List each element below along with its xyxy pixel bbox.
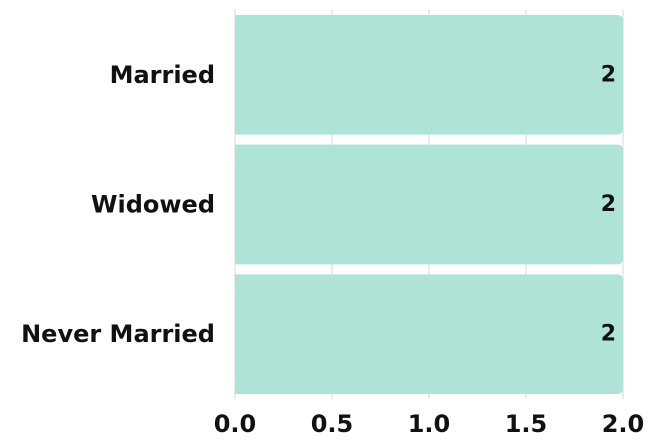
value-labels: 2 2 2 [601, 62, 616, 346]
category-label-never-married: Never Married [21, 320, 215, 348]
category-label-widowed: Widowed [91, 191, 215, 219]
value-label-never-married: 2 [601, 322, 616, 347]
value-label-widowed: 2 [601, 192, 616, 217]
x-tick-label-0: 0.0 [214, 410, 257, 438]
bar-widowed [235, 144, 623, 265]
x-tick-label-2: 1.0 [408, 410, 451, 438]
x-axis-tick-labels: 0.0 0.5 1.0 1.5 2.0 [214, 410, 645, 438]
x-tick-label-1: 0.5 [311, 410, 354, 438]
x-tick-label-3: 1.5 [505, 410, 548, 438]
bar-never-married [235, 274, 623, 394]
bars [235, 15, 623, 394]
value-label-married: 2 [601, 62, 616, 87]
category-label-married: Married [110, 61, 215, 89]
bar-married [235, 15, 623, 135]
x-tick-label-4: 2.0 [602, 410, 645, 438]
category-labels: Married Widowed Never Married [21, 61, 215, 348]
